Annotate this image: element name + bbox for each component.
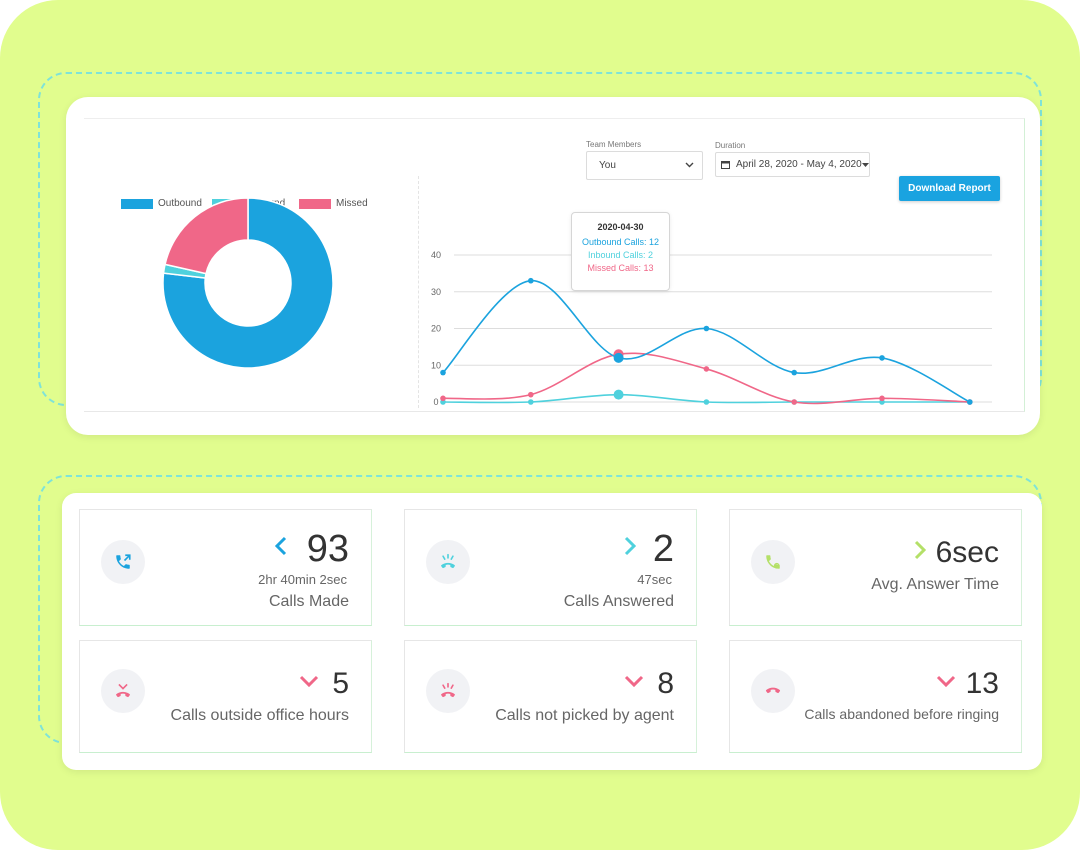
outbound-point[interactable] — [528, 277, 534, 284]
outbound-point[interactable] — [967, 399, 973, 405]
calls-donut-chart — [162, 197, 334, 369]
stat-value: 93 — [306, 528, 349, 570]
tooltip-missed: Missed Calls: 13 — [587, 263, 654, 273]
team-members-select[interactable]: You — [586, 151, 703, 180]
trend-down-icon — [299, 674, 319, 692]
stat-label: Calls not picked by agent — [495, 707, 674, 724]
team-members-value: You — [599, 160, 616, 171]
donut-slice-missed[interactable] — [164, 197, 249, 275]
stat-not-picked[interactable]: 8 Calls not picked by agent — [404, 640, 697, 753]
inbound-point[interactable] — [703, 399, 710, 405]
caret-down-icon — [861, 162, 869, 167]
legend-label: Outbound — [158, 198, 202, 209]
stat-label: Calls Made — [268, 593, 349, 610]
y-tick-label: 10 — [431, 360, 441, 370]
missed-call-icon — [426, 669, 470, 713]
duration-date-picker[interactable]: April 28, 2020 - May 4, 2020 — [715, 152, 870, 177]
y-tick-label: 40 — [431, 250, 441, 260]
stat-value: 5 — [332, 667, 349, 700]
legend-item-missed[interactable]: Missed — [299, 198, 368, 209]
chart-tooltip: 2020-04-30 Outbound Calls: 12 Inbound Ca… — [571, 212, 670, 291]
stat-label: Calls Answered — [563, 593, 674, 610]
tooltip-outbound: Outbound Calls: 12 — [581, 237, 660, 247]
call-analytics-card: Outbound Inbound Missed Team Members You… — [66, 97, 1040, 435]
y-tick-label: 0 — [433, 397, 438, 407]
answer-time-icon — [751, 540, 795, 584]
calendar-icon — [721, 160, 730, 169]
tooltip-inbound: Inbound Calls: 2 — [587, 250, 654, 260]
stat-value: 8 — [657, 667, 674, 700]
duration-value: April 28, 2020 - May 4, 2020 — [736, 159, 862, 170]
stat-abandoned[interactable]: 13 Calls abandoned before ringing — [729, 640, 1022, 753]
outbound-swatch — [121, 198, 153, 209]
duration-label: Duration — [715, 141, 746, 150]
trend-left-icon — [274, 536, 287, 561]
inbound-point[interactable] — [613, 389, 624, 400]
missed-point[interactable] — [703, 366, 710, 372]
outbound-point[interactable] — [791, 369, 797, 376]
missed-point[interactable] — [791, 399, 797, 405]
calls-line-chart: 4030201002020-04-282020-04-292020-04-302… — [431, 250, 992, 407]
stat-value: 6sec — [935, 536, 999, 569]
stat-calls-made[interactable]: 93 2hr 40min 2sec Calls Made — [79, 509, 372, 626]
missed-point[interactable] — [440, 395, 446, 402]
stat-duration: 47sec — [637, 572, 672, 587]
hangup-call-icon — [751, 669, 795, 713]
stat-outside-hours[interactable]: 5 Calls outside office hours — [79, 640, 372, 753]
tooltip-title: 2020-04-30 — [597, 222, 644, 232]
panel-divider — [418, 176, 419, 408]
stat-duration: 2hr 40min 2sec — [258, 572, 347, 587]
stat-label: Calls abandoned before ringing — [804, 706, 999, 722]
stat-label: Calls outside office hours — [170, 707, 349, 724]
trend-right-icon — [914, 540, 927, 565]
donut-slice-outbound[interactable] — [162, 197, 334, 369]
outgoing-call-icon — [101, 540, 145, 584]
trend-down-icon — [624, 674, 644, 692]
outbound-point[interactable] — [879, 355, 885, 361]
outbound-point[interactable] — [613, 352, 624, 363]
trend-right-icon — [624, 536, 637, 561]
outbound-point[interactable] — [703, 325, 710, 332]
stat-label: Avg. Answer Time — [871, 576, 999, 593]
stat-value: 13 — [965, 667, 999, 700]
download-report-button[interactable]: Download Report — [899, 176, 1000, 201]
outbound-line — [442, 279, 971, 403]
outbound-point[interactable] — [440, 369, 446, 376]
outside-hours-call-icon — [101, 669, 145, 713]
stat-avg-answer-time[interactable]: 6sec Avg. Answer Time — [729, 509, 1022, 626]
team-members-label: Team Members — [586, 140, 642, 149]
y-tick-label: 20 — [431, 324, 441, 334]
legend-label: Missed — [336, 198, 368, 209]
y-tick-label: 30 — [431, 287, 441, 297]
stat-calls-answered[interactable]: 2 47sec Calls Answered — [404, 509, 697, 626]
chart-panel: Outbound Inbound Missed Team Members You… — [84, 118, 1025, 412]
chevron-down-icon — [685, 160, 694, 171]
inbound-point[interactable] — [528, 399, 534, 405]
missed-point[interactable] — [879, 395, 885, 402]
answered-call-icon — [426, 540, 470, 584]
missed-swatch — [299, 198, 331, 209]
call-stats-card: 93 2hr 40min 2sec Calls Made 2 47sec Cal… — [62, 493, 1042, 770]
missed-point[interactable] — [528, 391, 534, 398]
stat-value: 2 — [652, 528, 674, 570]
trend-down-icon — [936, 674, 956, 692]
legend-item-outbound[interactable]: Outbound — [121, 198, 202, 209]
